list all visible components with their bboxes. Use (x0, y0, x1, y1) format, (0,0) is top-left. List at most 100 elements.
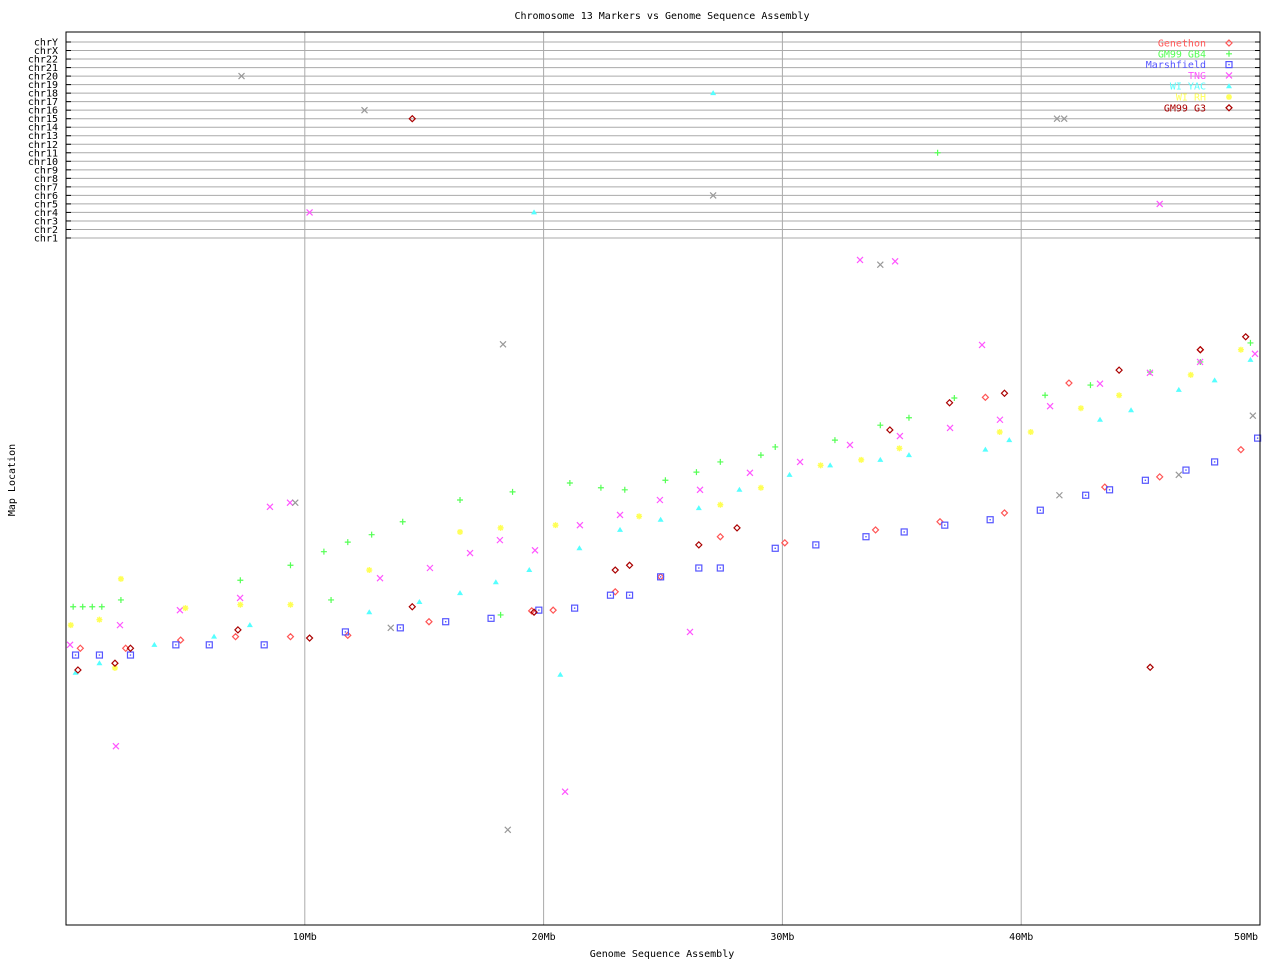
data-point (1247, 339, 1254, 346)
chromosome-label: chr1 (34, 234, 58, 245)
x-tick-label: 40Mb (1009, 932, 1033, 943)
x-tick-label: 30Mb (770, 932, 794, 943)
chromosome-data-point (1053, 115, 1061, 123)
data-point (1115, 366, 1123, 374)
data-point (67, 622, 74, 629)
data-point (1254, 434, 1262, 442)
data-point (416, 599, 423, 604)
data-point (812, 541, 820, 549)
data-point (549, 606, 558, 615)
data-point (896, 445, 903, 452)
data-point (1087, 382, 1094, 389)
data-point (1211, 458, 1219, 466)
data-point (831, 437, 838, 444)
data-point (531, 546, 539, 554)
data-point (426, 564, 434, 572)
data-point (1155, 473, 1164, 481)
data-point (95, 651, 104, 659)
grid (66, 32, 1260, 925)
data-point (497, 524, 504, 531)
chromosome-data-point (934, 149, 941, 156)
data-point (79, 603, 86, 610)
data-point (981, 393, 990, 402)
data-point (96, 616, 103, 623)
chart-title: Chromosome 13 Markers vs Genome Sequence… (514, 11, 809, 22)
chromosome-label: chr22 (28, 55, 58, 66)
data-point (876, 261, 884, 269)
data-point (457, 590, 464, 596)
data-point (1116, 392, 1123, 399)
chromosome-label: chr3 (34, 216, 58, 227)
data-point (1100, 483, 1109, 491)
data-point (1027, 429, 1034, 435)
data-point (1146, 369, 1154, 377)
legend-marker-icon (1225, 39, 1233, 47)
data-point (111, 659, 119, 668)
data-point (126, 644, 135, 653)
chromosome-data-point (306, 209, 314, 216)
chromosome-label: chr17 (28, 97, 58, 108)
data-point (425, 617, 433, 626)
chromosome-label: chr13 (28, 131, 58, 142)
data-point (231, 632, 240, 641)
data-point (771, 544, 779, 552)
series-wi-rh (67, 346, 1244, 671)
data-point (827, 462, 834, 468)
chromosome-data-point (710, 90, 717, 96)
data-point (606, 591, 615, 599)
data-point (693, 469, 700, 476)
data-point (1046, 402, 1054, 410)
data-point (387, 624, 395, 632)
chromosome-data-point (361, 106, 368, 114)
legend-marker-icon (1225, 71, 1233, 79)
data-point (871, 526, 880, 534)
data-point (1251, 350, 1259, 358)
data-point (1065, 379, 1073, 387)
data-point (772, 443, 779, 450)
data-point (509, 488, 516, 495)
data-point (237, 601, 244, 608)
data-point (176, 636, 185, 644)
legend-label: GM99 G3 (1164, 103, 1206, 114)
data-point (234, 626, 242, 634)
data-point (597, 484, 604, 491)
legend-label: WI YAC (1170, 82, 1206, 93)
data-point (76, 644, 85, 653)
chromosome-label: chr7 (34, 182, 58, 193)
data-point (858, 456, 865, 463)
chromosome-label: chr9 (34, 165, 58, 176)
data-point (886, 426, 894, 434)
data-point (817, 462, 824, 469)
data-point (466, 549, 474, 557)
data-point (172, 641, 180, 649)
data-point (266, 503, 274, 511)
data-point (287, 562, 294, 569)
data-point (617, 526, 624, 532)
chromosome-data-point (531, 209, 538, 215)
data-point (896, 432, 904, 440)
data-point (736, 486, 743, 492)
data-point (526, 567, 533, 573)
data-point (1146, 663, 1155, 672)
data-point (694, 541, 703, 549)
data-point (89, 603, 96, 610)
chromosome-data-point (1060, 115, 1068, 123)
data-point (552, 522, 559, 529)
data-point (112, 742, 120, 750)
data-point (905, 414, 912, 421)
data-point (780, 538, 789, 547)
data-point (71, 651, 80, 659)
data-point (442, 618, 450, 626)
chromosome-label: chrY (34, 38, 58, 49)
data-point (328, 596, 335, 603)
data-point (237, 577, 244, 584)
data-point (856, 256, 864, 264)
data-point (1082, 491, 1090, 499)
legend-label: WI RH (1176, 93, 1206, 104)
legend-marker-icon (1226, 50, 1232, 57)
data-point (611, 566, 620, 574)
data-point (1128, 407, 1135, 413)
data-point (74, 666, 82, 674)
data-point (117, 596, 124, 603)
